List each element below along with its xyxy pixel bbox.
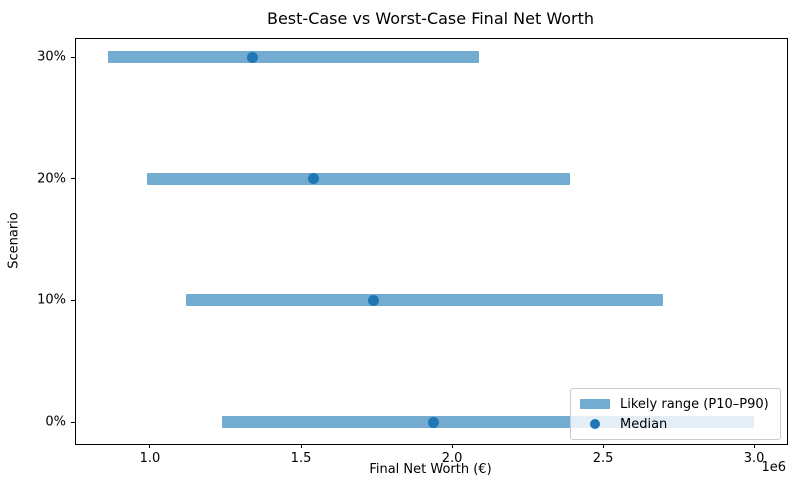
y-tick-label: 30% [37, 49, 66, 65]
x-tick-mark [149, 444, 151, 448]
median-dot [428, 416, 440, 428]
range-bar [146, 172, 570, 185]
median-dot [368, 294, 379, 306]
x-tick-label: 2.5 [592, 451, 614, 466]
x-tick-label: 2.0 [441, 451, 463, 466]
y-tick-mark [71, 178, 75, 180]
legend-label-likely-range: Likely range (P10–P90) [620, 396, 769, 412]
x-tick-mark [602, 444, 604, 448]
legend-item-likely-range: Likely range (P10–P90) [580, 394, 771, 414]
median-dot [307, 173, 319, 185]
y-tick-label: 20% [37, 171, 66, 187]
x-axis-offset-label: 1e6 [761, 460, 786, 475]
x-tick-mark [451, 444, 453, 448]
y-tick-mark [71, 56, 75, 58]
x-tick-label: 3.0 [743, 451, 765, 466]
range-bar [186, 294, 664, 307]
x-tick-mark [300, 444, 302, 448]
legend-item-median: Median [580, 414, 771, 434]
plot-area: 1.0 1.5 2.0 2.5 3.0 30% 20% 10% 0% [37, 38, 788, 466]
legend: Likely range (P10–P90) Median [570, 388, 781, 440]
likely-range-swatch-icon [580, 399, 610, 409]
x-tick-label: 1.0 [139, 451, 161, 466]
y-tick-mark [71, 299, 75, 301]
y-tick-mark [71, 421, 75, 423]
x-tick-label: 1.5 [290, 451, 312, 466]
median-marker-icon [580, 419, 610, 429]
x-tick-mark [753, 444, 755, 448]
legend-label-median: Median [620, 416, 668, 432]
y-tick-label: 10% [37, 292, 66, 308]
y-tick-label: 0% [45, 414, 66, 430]
median-dot [247, 51, 259, 63]
chart-title: Best-Case vs Worst-Case Final Net Worth [266, 9, 594, 28]
range-bar [107, 51, 480, 63]
x-axis-label: Final Net Worth (€) [369, 462, 492, 477]
y-axis-label: Scenario [6, 212, 22, 269]
